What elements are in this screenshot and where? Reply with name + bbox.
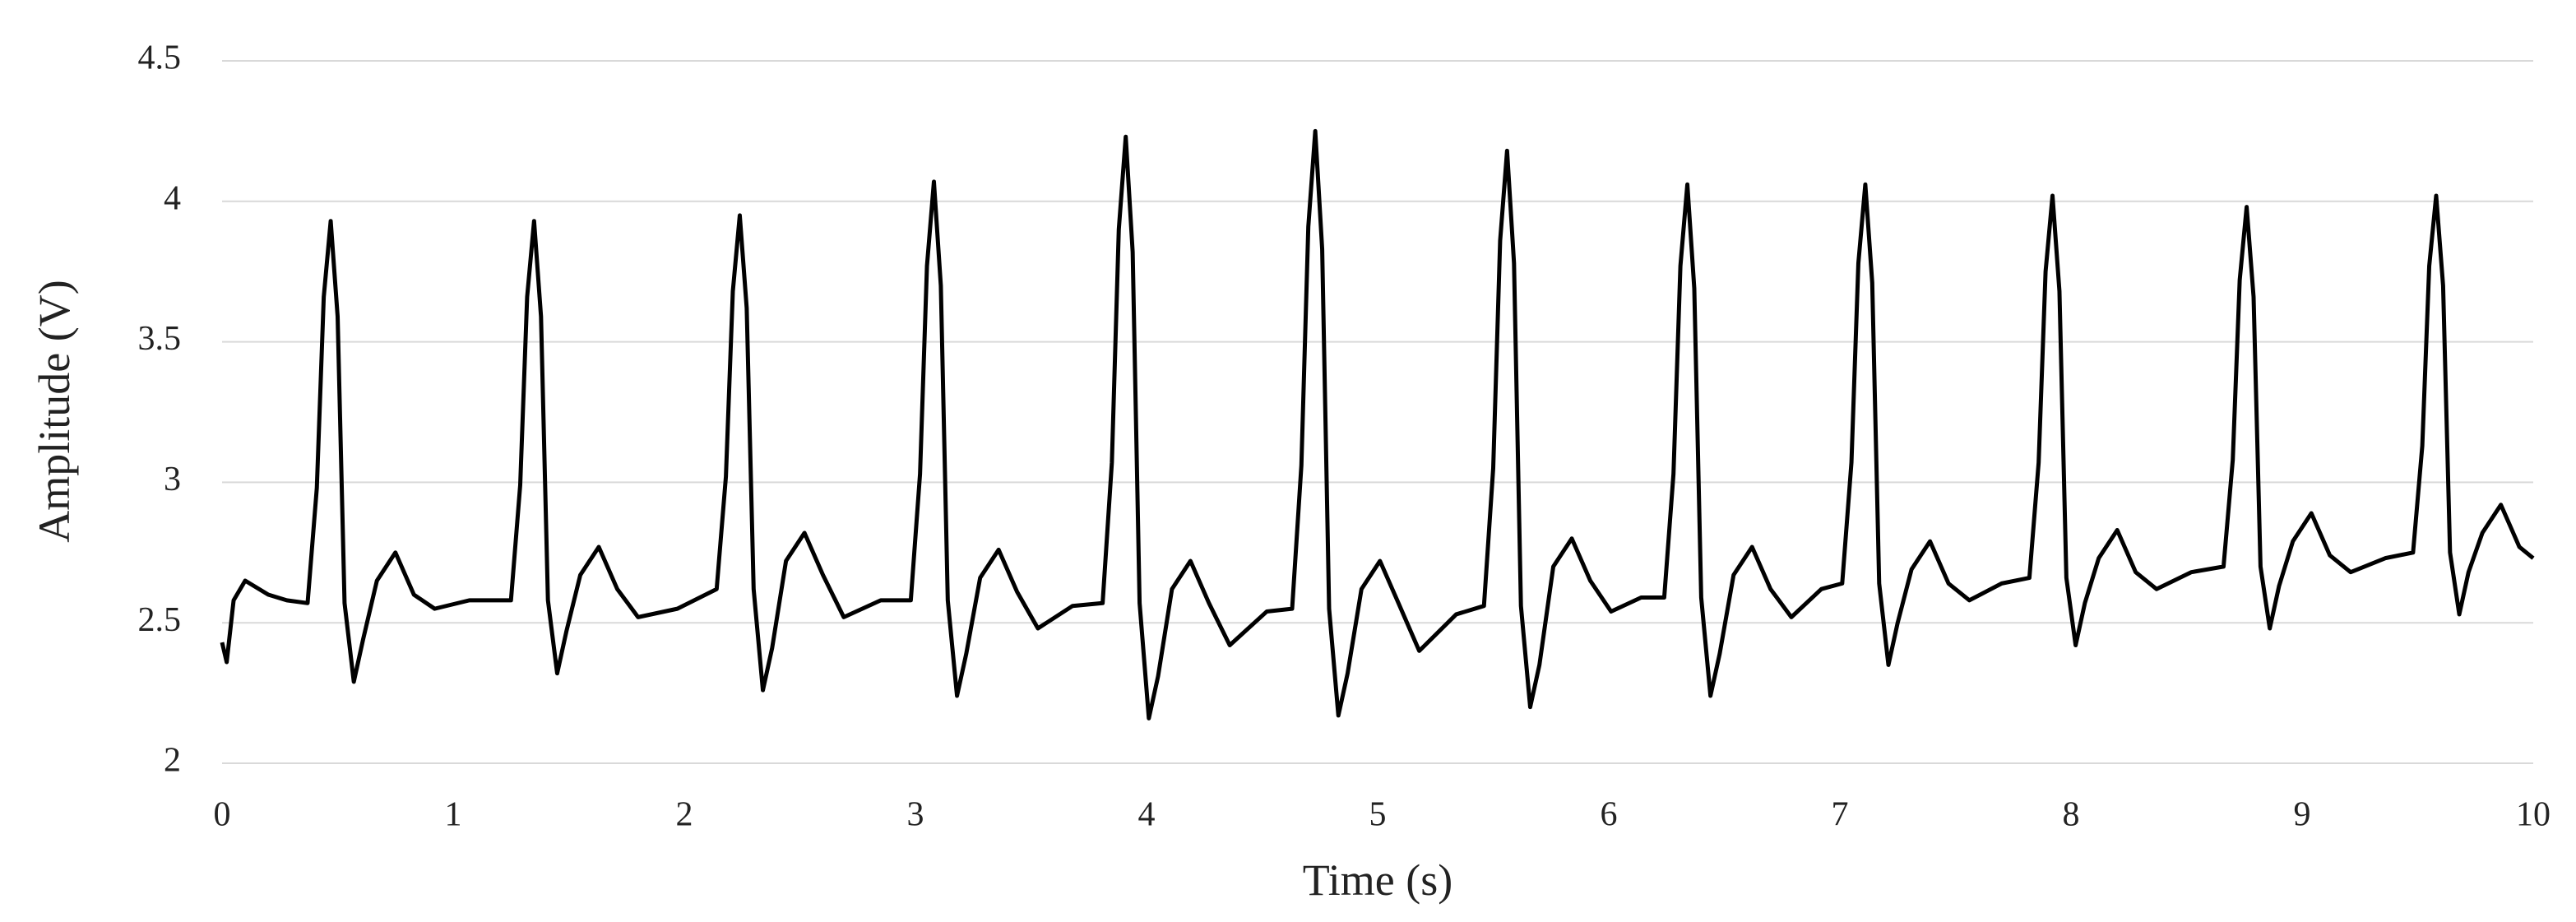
- x-tick-label: 4: [1138, 796, 1156, 834]
- x-tick-label: 5: [1369, 796, 1387, 834]
- signal-line: [220, 128, 2535, 720]
- x-tick-label: 0: [214, 796, 231, 834]
- y-tick-label: 4.5: [138, 39, 182, 77]
- y-tick-label: 2: [164, 742, 181, 780]
- y-tick-label: 4: [164, 179, 181, 217]
- x-tick-label: 9: [2294, 796, 2311, 834]
- y-tick-label: 3: [164, 461, 181, 498]
- x-tick-label: 10: [2516, 796, 2551, 834]
- y-tick-label: 3.5: [138, 320, 182, 358]
- x-tick-label: 1: [445, 796, 462, 834]
- x-tick-label: 7: [1832, 796, 1849, 834]
- y-axis-label: Amplitude (V): [30, 280, 79, 542]
- x-tick-label: 8: [2063, 796, 2080, 834]
- x-tick-label: 6: [1601, 796, 1618, 834]
- y-tick-label: 2.5: [138, 601, 182, 639]
- x-tick-label: 2: [676, 796, 693, 834]
- x-tick-label: 3: [907, 796, 924, 834]
- x-axis-label: Time (s): [1303, 855, 1453, 905]
